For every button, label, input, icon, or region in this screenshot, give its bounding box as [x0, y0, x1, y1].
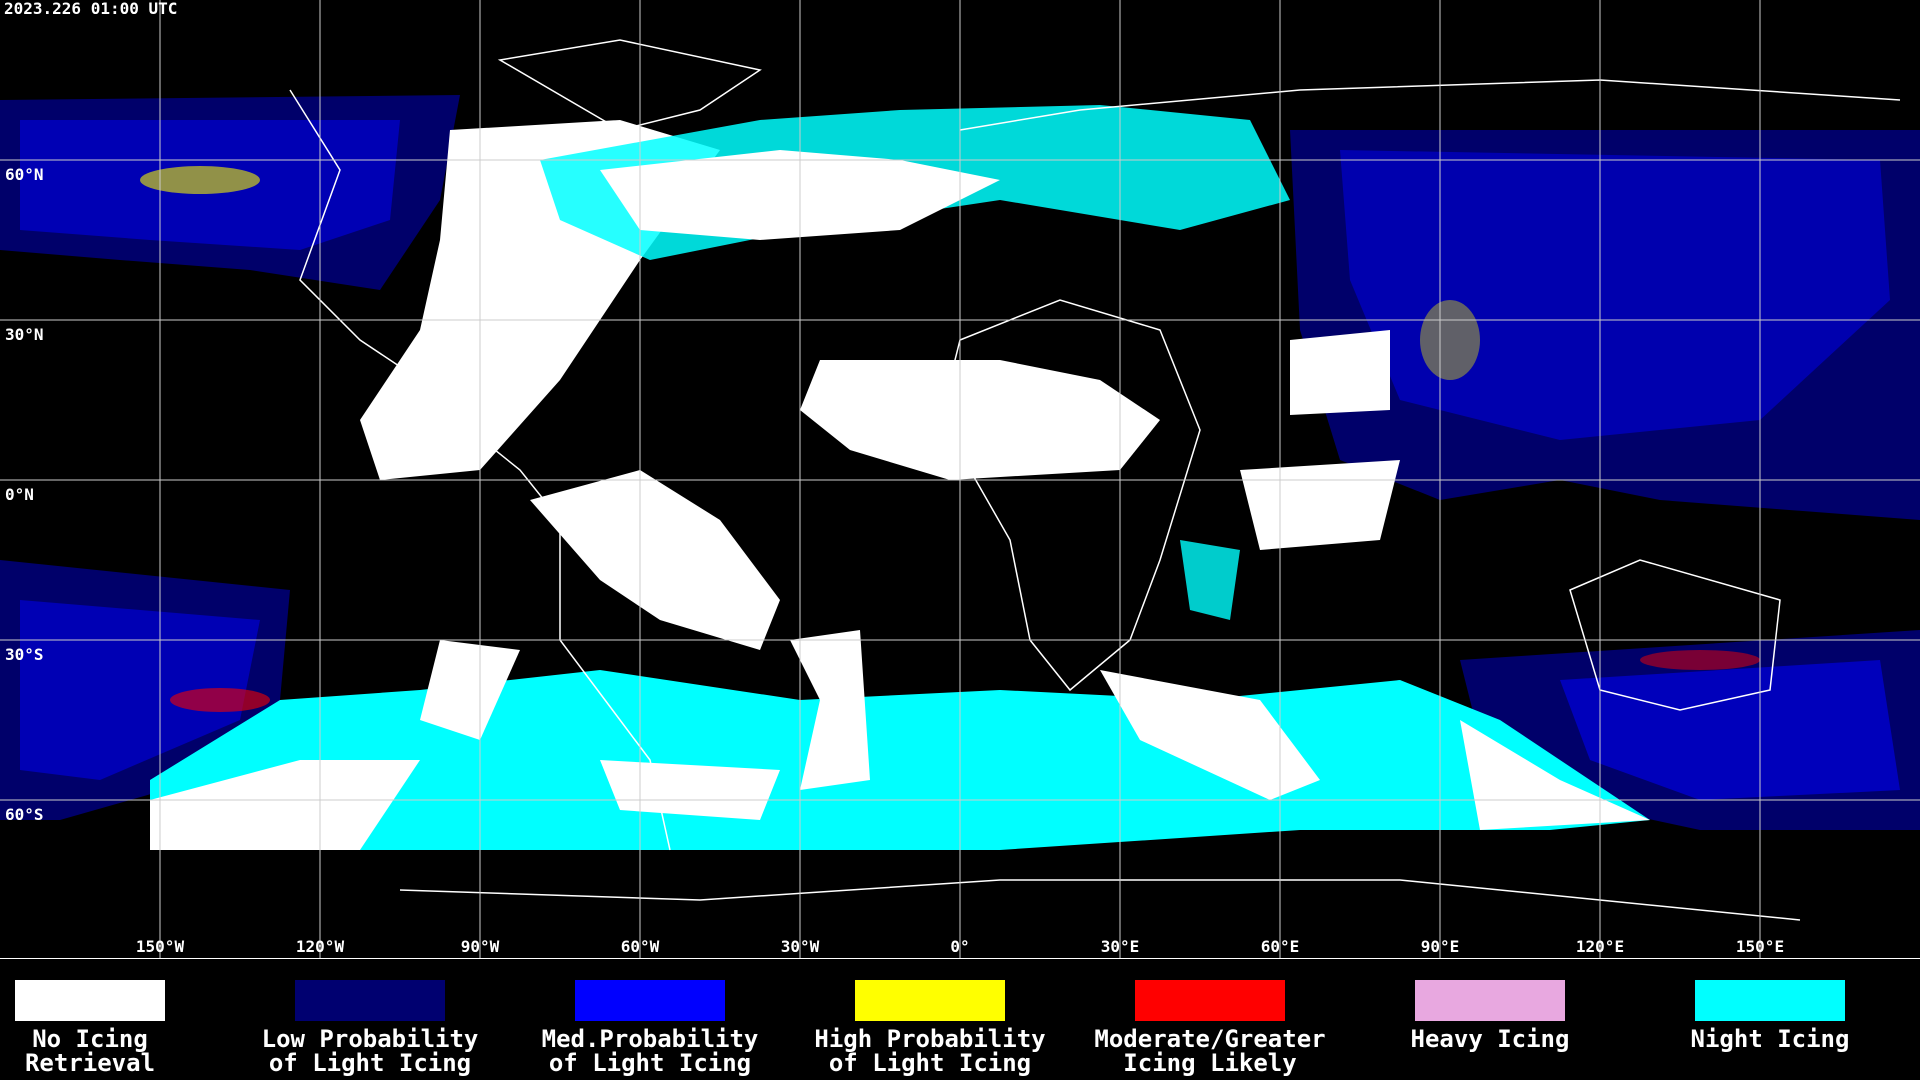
no-icing-area [420, 640, 520, 740]
map-border [0, 958, 1920, 959]
lon-label: 90°E [1421, 937, 1460, 956]
region-med [1560, 660, 1900, 800]
cloud-regions [150, 105, 1650, 850]
no-icing-area [530, 470, 780, 650]
legend-label: Low Probability [262, 1025, 479, 1053]
lat-label: 0°N [5, 485, 34, 504]
speckle-moderate [170, 688, 270, 712]
icing-regions [0, 95, 1920, 830]
speckle-high [1420, 300, 1480, 380]
coastline [959, 79, 1901, 131]
no-icing-area [600, 760, 780, 820]
legend-swatch [15, 980, 165, 1021]
lon-label: 30°W [781, 937, 820, 956]
axis-labels: 150°W 120°W 90°W 60°W 30°W 0° 30°E 60°E 90°E 120°… [5, 165, 1784, 956]
legend-swatch [855, 980, 1005, 1021]
no-icing-area [1240, 460, 1400, 550]
no-icing-area [1100, 670, 1320, 800]
lon-label: 0° [950, 937, 969, 956]
lon-label: 150°E [1736, 937, 1784, 956]
lon-label: 30°E [1101, 937, 1140, 956]
legend-label: Med.Probability [542, 1025, 759, 1053]
no-icing-area [1290, 330, 1390, 415]
legend-label: Icing Likely [1123, 1049, 1296, 1077]
legend-label: High Probability [814, 1025, 1045, 1053]
no-icing-area [790, 630, 870, 790]
night-icing-area [1180, 540, 1240, 620]
speckle-high [140, 166, 260, 194]
lat-label: 30°S [5, 645, 44, 664]
lon-label: 60°W [621, 937, 660, 956]
region-low [1290, 130, 1920, 520]
legend-swatch [575, 980, 725, 1021]
coastline [497, 39, 762, 131]
legend-swatch [295, 980, 445, 1021]
region-med [20, 600, 260, 780]
legend-label: Heavy Icing [1411, 1025, 1570, 1053]
legend-swatch [1415, 980, 1565, 1021]
coastline [939, 299, 1201, 692]
map [0, 0, 1920, 959]
lon-label: 120°E [1576, 937, 1624, 956]
lon-label: 90°W [461, 937, 500, 956]
legend-label: of Light Icing [269, 1049, 471, 1077]
map-title: 2023.226 01:00 UTC [4, 0, 177, 18]
lon-label: 120°W [296, 937, 345, 956]
legend-label: No Icing [32, 1025, 148, 1053]
no-icing-area [150, 760, 420, 850]
coastline [289, 89, 671, 851]
lat-label: 30°N [5, 325, 44, 344]
legend-label: of Light Icing [829, 1049, 1031, 1077]
region-med [1340, 150, 1890, 440]
legend-label: of Light Icing [549, 1049, 751, 1077]
legend-swatch [1695, 980, 1845, 1021]
lon-label: 150°W [136, 937, 185, 956]
graticule [0, 0, 1920, 958]
lat-label: 60°S [5, 805, 44, 824]
legend-label: Night Icing [1691, 1025, 1850, 1053]
lat-label: 60°N [5, 165, 44, 184]
coastline [399, 879, 1801, 921]
lon-label: 60°E [1261, 937, 1300, 956]
legend-swatch [1135, 980, 1285, 1021]
night-icing-area [150, 670, 1650, 850]
speckle-moderate [1640, 650, 1760, 670]
no-icing-area [800, 360, 1160, 480]
legend-label: Moderate/Greater [1094, 1025, 1325, 1053]
no-icing-area [1460, 720, 1650, 830]
legend-label: Retrieval [25, 1049, 155, 1077]
